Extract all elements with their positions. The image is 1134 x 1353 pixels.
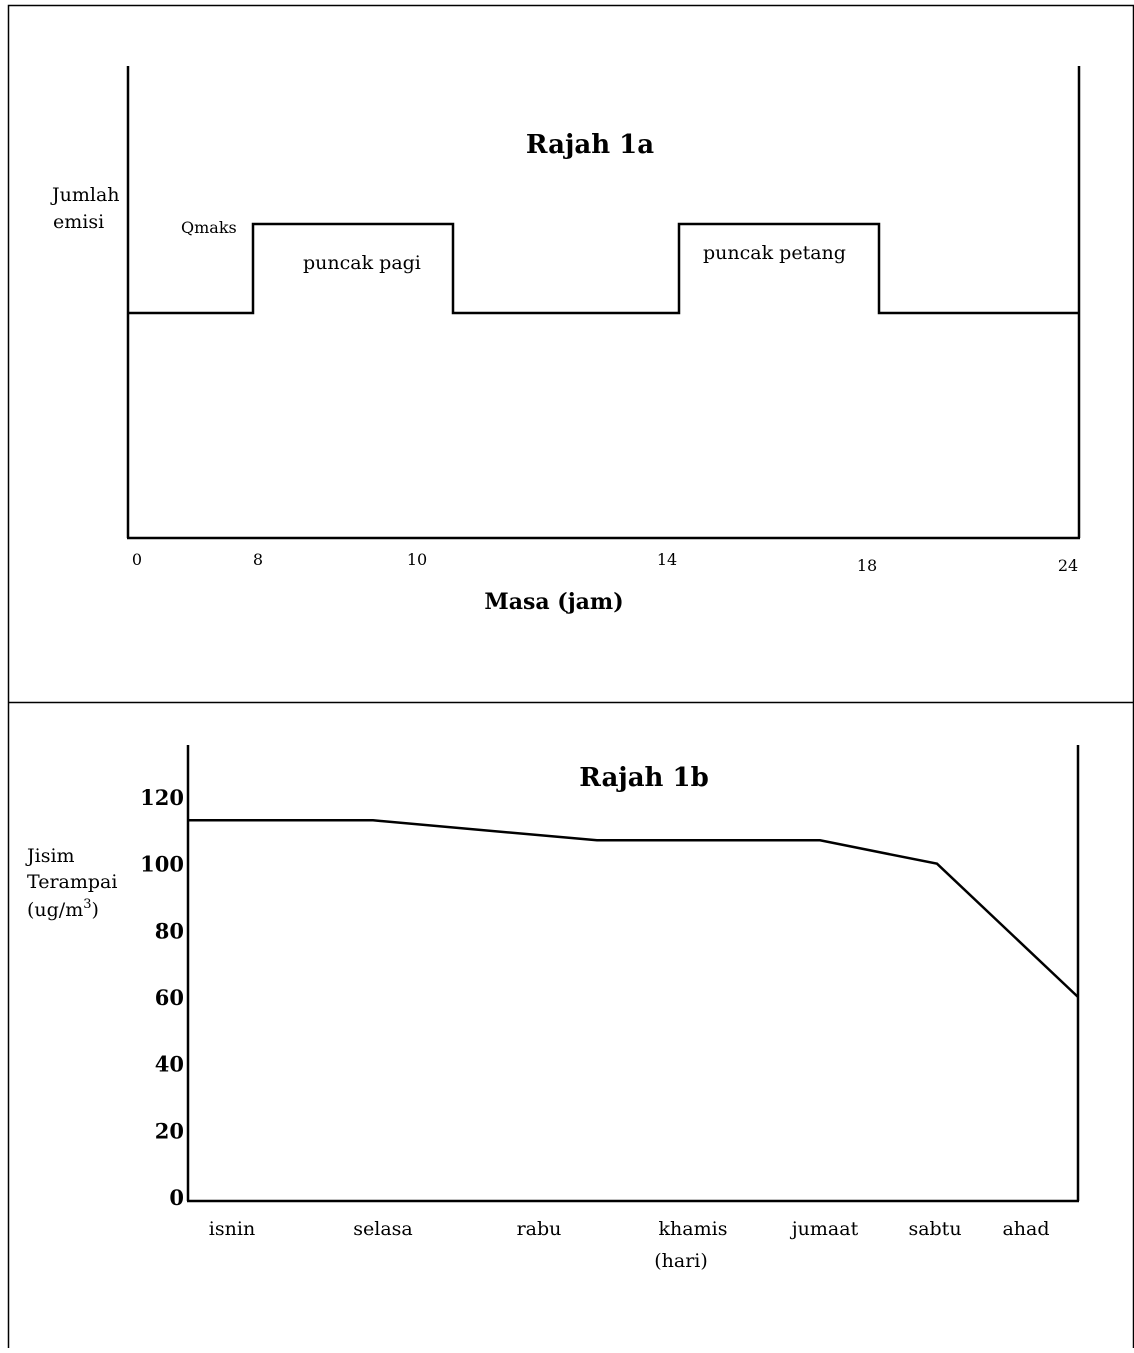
chart-1a-ylabel-line-1: Jumlah [50,184,120,206]
chart-1a-tick-label: 8 [253,550,263,569]
chart-1b-category-label: selasa [353,1218,412,1240]
chart-1b-category-label: khamis [659,1218,728,1240]
chart-1a-emission-line [128,222,1078,315]
chart-1b-ylabel-line-2: Terampai [27,871,117,893]
chart-1b-category-label: jumaat [790,1218,859,1240]
chart-1a-tick-label: 10 [407,550,427,569]
figure-frame [7,4,1134,1351]
chart-1b-xlabel: (hari) [654,1250,708,1272]
chart-1b-category-label: rabu [517,1218,562,1240]
chart-1a-tick-label: 24 [1058,556,1078,575]
chart-1b-mass-line [188,819,1079,998]
chart-1b-ylabel-line-1: Jisim [25,845,75,867]
chart-1b-tick-label: 120 [140,785,184,810]
chart-1a-annotation-evening-peak: puncak petang [703,242,846,264]
chart-1b-y-ticks: 0 20 40 60 80 100 120 [140,785,184,1210]
chart-1b-ylabel-line-3: (ug/m3) [27,897,99,921]
chart-1b-tick-label: 0 [169,1185,184,1210]
chart-1b-category-label: sabtu [908,1218,961,1240]
chart-1b-tick-label: 100 [140,852,184,877]
chart-rajah-1a: Rajah 1a Jumlah emisi Qmaks puncak pagi … [50,66,1081,615]
chart-1b-tick-label: 40 [155,1052,184,1077]
chart-1b-tick-label: 20 [155,1118,184,1143]
chart-1b-tick-label: 60 [155,985,184,1010]
chart-1b-categories: isnin selasa rabu khamis jumaat sabtu ahad [209,1218,1050,1240]
chart-1a-annotation-morning-peak: puncak pagi [303,252,421,274]
chart-1a-ylabel-line-2: emisi [53,211,104,233]
chart-1a-qmaks-label: Qmaks [181,218,237,237]
chart-1b-category-label: ahad [1002,1218,1049,1240]
chart-rajah-1b: Rajah 1b Jisim Terampai (ug/m3) 0 20 40 60 8… [25,745,1080,1272]
chart-1a-tick-label: 18 [857,556,877,575]
chart-1a-title: Rajah 1a [526,130,654,160]
chart-1b-tick-label: 80 [155,918,184,943]
chart-1a-tick-label: 14 [657,550,677,569]
chart-1a-tick-label: 0 [132,550,142,569]
chart-1b-category-label: isnin [209,1218,255,1240]
chart-1a-xlabel: Masa (jam) [484,589,623,615]
chart-1b-title: Rajah 1b [579,763,709,793]
